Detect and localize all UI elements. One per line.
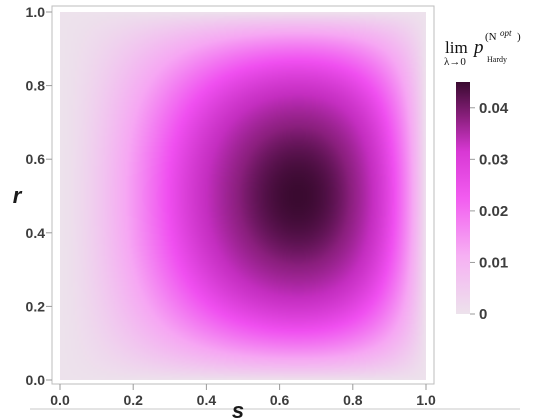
x-tick-label: 0.8	[343, 392, 363, 408]
colorbar-tick-label: 0.04	[479, 100, 509, 117]
y-tick-label: 0.6	[26, 151, 46, 167]
x-axis-label: s	[232, 398, 244, 420]
y-tick-label: 1.0	[26, 4, 46, 20]
y-axis-ticks: 0.0 0.2 0.4 0.6 0.8 1.0	[26, 4, 52, 388]
svg-text:opt: opt	[500, 28, 512, 38]
plot-frame	[51, 5, 435, 385]
colorbar-title: lim λ→0 p (N opt ) Hardy	[444, 28, 521, 68]
x-tick-label: 0.0	[50, 392, 70, 408]
svg-text:): )	[517, 31, 521, 43]
colorbar-tick-label: 0.03	[479, 151, 508, 168]
colorbar-tick-label: 0.01	[479, 254, 508, 271]
heatmap-image	[60, 12, 426, 380]
colorbar-tick-label: 0.02	[479, 203, 508, 220]
x-tick-label: 0.6	[270, 392, 290, 408]
svg-text:λ→0: λ→0	[444, 56, 466, 68]
y-tick-label: 0.2	[26, 298, 46, 314]
x-tick-label: 0.2	[123, 392, 143, 408]
svg-text:Hardy: Hardy	[487, 55, 507, 64]
x-tick-label: 1.0	[416, 392, 436, 408]
svg-text:lim: lim	[445, 38, 468, 57]
colorbar-ticks: 0 0.01 0.02 0.03 0.04	[470, 100, 509, 323]
y-tick-label: 0.0	[26, 372, 46, 388]
y-axis-label: r	[13, 183, 23, 208]
svg-text:(N: (N	[485, 31, 497, 43]
colorbar	[456, 82, 470, 314]
colorbar-tick-label: 0	[479, 306, 487, 323]
y-tick-label: 0.4	[26, 225, 46, 241]
svg-text:p: p	[472, 37, 484, 58]
x-axis-ticks: 0.0 0.2 0.4 0.6 0.8 1.0	[50, 384, 436, 408]
x-tick-label: 0.4	[197, 392, 217, 408]
y-tick-label: 0.8	[26, 78, 46, 94]
